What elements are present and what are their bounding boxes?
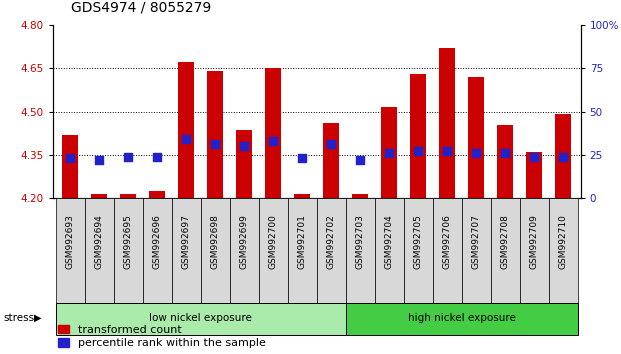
Text: GDS4974 / 8055279: GDS4974 / 8055279 bbox=[71, 0, 212, 14]
Text: GSM992704: GSM992704 bbox=[385, 214, 394, 269]
Text: GSM992694: GSM992694 bbox=[94, 214, 104, 269]
Bar bbox=[555, 114, 571, 198]
Bar bbox=[526, 152, 542, 198]
Bar bbox=[352, 194, 368, 198]
Bar bbox=[120, 194, 136, 198]
Point bbox=[65, 155, 75, 161]
FancyBboxPatch shape bbox=[462, 198, 491, 304]
FancyBboxPatch shape bbox=[259, 198, 288, 304]
Text: GSM992696: GSM992696 bbox=[153, 214, 161, 269]
FancyBboxPatch shape bbox=[491, 198, 520, 304]
Bar bbox=[324, 123, 339, 198]
Bar bbox=[91, 194, 107, 198]
Bar bbox=[381, 107, 397, 198]
Text: GSM992710: GSM992710 bbox=[559, 214, 568, 269]
Point bbox=[297, 155, 307, 161]
Point bbox=[211, 142, 220, 147]
Bar bbox=[265, 68, 281, 198]
Point bbox=[384, 150, 394, 156]
Text: GSM992708: GSM992708 bbox=[501, 214, 510, 269]
FancyBboxPatch shape bbox=[56, 303, 346, 335]
Point bbox=[355, 157, 365, 163]
Text: GSM992698: GSM992698 bbox=[211, 214, 220, 269]
Point bbox=[181, 136, 191, 142]
FancyBboxPatch shape bbox=[230, 198, 259, 304]
Point bbox=[501, 150, 510, 156]
Point bbox=[239, 143, 249, 149]
Point bbox=[326, 142, 336, 147]
Bar bbox=[410, 74, 426, 198]
Bar bbox=[149, 191, 165, 198]
FancyBboxPatch shape bbox=[317, 198, 346, 304]
FancyBboxPatch shape bbox=[549, 198, 578, 304]
Text: GSM992705: GSM992705 bbox=[414, 214, 423, 269]
FancyBboxPatch shape bbox=[143, 198, 171, 304]
Point bbox=[268, 138, 278, 144]
Legend: transformed count, percentile rank within the sample: transformed count, percentile rank withi… bbox=[58, 325, 266, 348]
Point bbox=[442, 149, 452, 154]
Text: ▶: ▶ bbox=[34, 313, 42, 323]
FancyBboxPatch shape bbox=[520, 198, 549, 304]
Bar bbox=[178, 62, 194, 198]
Bar bbox=[207, 71, 223, 198]
Text: stress: stress bbox=[3, 313, 34, 323]
Text: GSM992709: GSM992709 bbox=[530, 214, 539, 269]
Point bbox=[152, 154, 162, 159]
Bar bbox=[468, 77, 484, 198]
Text: GSM992706: GSM992706 bbox=[443, 214, 451, 269]
Bar bbox=[236, 130, 252, 198]
Text: GSM992695: GSM992695 bbox=[124, 214, 133, 269]
FancyBboxPatch shape bbox=[114, 198, 143, 304]
FancyBboxPatch shape bbox=[56, 198, 84, 304]
Point bbox=[413, 149, 423, 154]
FancyBboxPatch shape bbox=[374, 198, 404, 304]
Text: GSM992707: GSM992707 bbox=[472, 214, 481, 269]
Text: GSM992697: GSM992697 bbox=[182, 214, 191, 269]
Text: GSM992693: GSM992693 bbox=[66, 214, 75, 269]
Text: GSM992699: GSM992699 bbox=[240, 214, 248, 269]
FancyBboxPatch shape bbox=[171, 198, 201, 304]
FancyBboxPatch shape bbox=[346, 198, 374, 304]
FancyBboxPatch shape bbox=[84, 198, 114, 304]
Bar bbox=[294, 194, 310, 198]
Bar bbox=[439, 48, 455, 198]
Text: GSM992701: GSM992701 bbox=[297, 214, 307, 269]
FancyBboxPatch shape bbox=[404, 198, 433, 304]
Point bbox=[558, 154, 568, 159]
Point bbox=[94, 157, 104, 163]
Point bbox=[529, 154, 539, 159]
Point bbox=[471, 150, 481, 156]
Text: GSM992700: GSM992700 bbox=[269, 214, 278, 269]
Text: low nickel exposure: low nickel exposure bbox=[149, 313, 252, 323]
Bar bbox=[497, 125, 513, 198]
FancyBboxPatch shape bbox=[346, 303, 578, 335]
Text: GSM992702: GSM992702 bbox=[327, 214, 336, 269]
Bar bbox=[62, 135, 78, 198]
Point bbox=[123, 154, 133, 159]
Text: high nickel exposure: high nickel exposure bbox=[408, 313, 515, 323]
Text: GSM992703: GSM992703 bbox=[356, 214, 365, 269]
FancyBboxPatch shape bbox=[288, 198, 317, 304]
FancyBboxPatch shape bbox=[201, 198, 230, 304]
FancyBboxPatch shape bbox=[433, 198, 462, 304]
